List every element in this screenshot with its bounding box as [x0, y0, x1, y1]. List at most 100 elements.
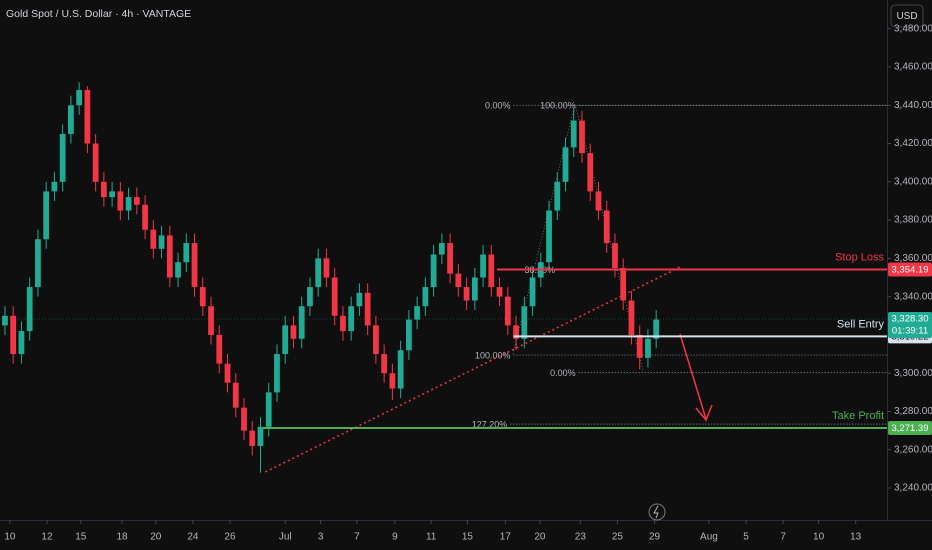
candle-body	[488, 254, 495, 288]
candle-body	[645, 338, 651, 358]
y-tick-label: 3,480.00	[894, 23, 932, 34]
candle-body	[628, 300, 635, 335]
projection-arrow	[679, 333, 713, 422]
candle-body	[18, 331, 25, 355]
candle-body	[191, 243, 198, 288]
candle-body	[298, 306, 305, 339]
x-tick-label: 26	[224, 532, 236, 543]
x-tick-label: 9	[392, 532, 398, 543]
candle-body	[51, 181, 58, 192]
candle-body	[579, 120, 585, 154]
candle-body	[612, 243, 618, 268]
candle-body	[480, 254, 486, 278]
x-tick-label: 5	[743, 532, 749, 543]
x-tick-label: 18	[116, 532, 128, 543]
currency-label[interactable]: USD	[896, 11, 917, 22]
candle-body	[224, 363, 231, 383]
candle-body	[109, 191, 115, 198]
candle-body	[158, 235, 165, 249]
candle-body	[587, 153, 594, 192]
candle-body	[546, 210, 552, 263]
candle-body	[307, 287, 313, 307]
candle-body	[43, 191, 50, 240]
candle-body	[570, 120, 577, 148]
x-tick-label: 12	[41, 532, 53, 543]
x-tick-label: 7	[354, 532, 360, 543]
candle-body	[554, 181, 561, 211]
x-tick-label: 20	[534, 532, 546, 543]
x-tick-label: 20	[150, 532, 162, 543]
y-tick-label: 3,260.00	[894, 444, 932, 455]
candle-body	[373, 325, 379, 355]
level-price-tag: 3,354.19	[892, 265, 929, 276]
y-tick-label: 3,360.00	[894, 253, 932, 264]
candle-body	[620, 267, 627, 301]
candle-body	[323, 258, 330, 278]
candle-body	[290, 325, 297, 339]
candle-body	[232, 382, 239, 408]
candle-body	[59, 133, 66, 182]
candle-body	[166, 235, 173, 278]
candle-body	[183, 243, 190, 263]
x-tick-label: 25	[612, 532, 624, 543]
y-tick-label: 3,340.00	[894, 291, 932, 302]
candle-body	[68, 105, 74, 134]
replay-icon[interactable]	[648, 503, 666, 521]
candle-body	[100, 181, 107, 198]
candle-body	[208, 306, 214, 335]
level-price-tag: 3,271.39	[892, 423, 929, 434]
candle-body	[274, 354, 280, 393]
candle-body	[414, 306, 421, 320]
x-tick-label: 3	[318, 532, 324, 543]
candle-body	[84, 89, 91, 144]
x-tick-label: 10	[813, 532, 825, 543]
level-name: Stop Loss	[835, 251, 884, 263]
x-tick-label: 10	[4, 532, 16, 543]
x-tick-label: 15	[75, 532, 87, 543]
x-tick-label: 17	[500, 532, 512, 543]
level-price-tag-box	[888, 420, 932, 435]
candle-body	[381, 354, 388, 374]
candle-body	[430, 254, 437, 288]
fib-label: 100.00%	[475, 350, 511, 360]
candle-body	[356, 292, 363, 307]
chart-title: Gold Spot / U.S. Dollar · 4h · VANTAGE	[6, 8, 191, 20]
level-name: Take Profit	[832, 410, 884, 422]
x-tick-label: 11	[426, 532, 437, 543]
candle-body	[463, 287, 470, 301]
y-tick-label: 3,420.00	[894, 138, 932, 149]
candle-body	[422, 287, 429, 307]
candle-body	[315, 258, 322, 288]
candle-body	[447, 243, 453, 274]
candle-body	[257, 426, 264, 446]
candle-body	[504, 296, 511, 326]
candle-body	[397, 350, 404, 389]
x-tick-label: 23	[575, 532, 587, 543]
y-tick-label: 3,380.00	[894, 215, 932, 226]
y-tick-label: 3,400.00	[894, 176, 932, 187]
candle-body	[471, 277, 478, 301]
x-tick-label: 15	[462, 532, 474, 543]
level-name: Sell Entry	[837, 318, 885, 330]
current-price-label: 3,328.30	[892, 314, 929, 325]
currency-button[interactable]	[890, 4, 924, 28]
candle-body	[142, 204, 148, 230]
candle-body	[282, 325, 289, 355]
candle-body	[133, 197, 140, 205]
candle-body	[562, 147, 569, 182]
candle-body	[2, 315, 8, 326]
candle-body	[150, 229, 157, 249]
trendline	[265, 266, 681, 473]
fib-label: 0.00%	[550, 368, 576, 378]
candle-body	[35, 239, 41, 288]
x-tick-label: Jul	[279, 532, 292, 543]
candle-body	[389, 373, 396, 389]
countdown: 01:39:11	[892, 326, 928, 337]
candle-body	[340, 315, 346, 332]
y-tick-label: 3,280.00	[894, 406, 932, 417]
candle-body	[438, 243, 445, 255]
candle-body	[521, 306, 528, 339]
current-price-box	[888, 312, 932, 339]
